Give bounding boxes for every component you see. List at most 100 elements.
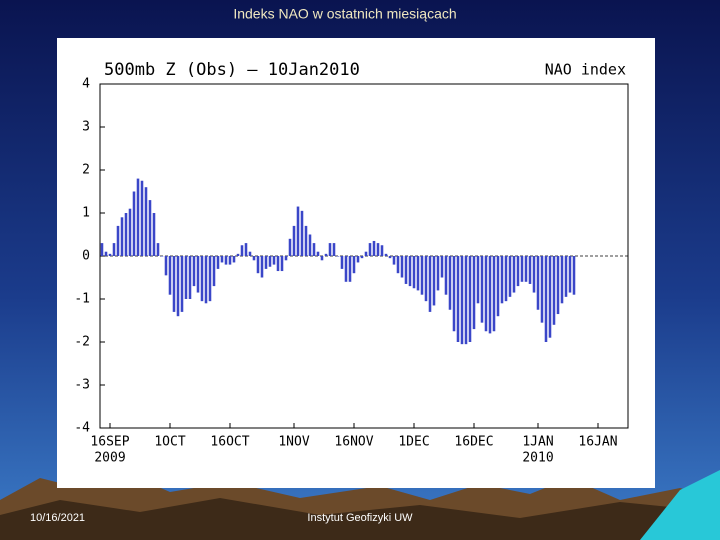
y-tick-label: 2 [82,163,90,178]
chart-title: 500mb Z (Obs) — 10Jan2010 [104,60,360,80]
bar [384,253,388,256]
bar [320,256,324,261]
bar [236,253,240,256]
bar [400,256,404,278]
bar [272,256,276,265]
bar [324,253,328,256]
bar [512,256,516,293]
bar [408,256,412,287]
bar [300,210,304,256]
bar [380,245,384,256]
mountains-front [0,498,720,540]
bar [116,225,120,256]
bar [540,256,544,323]
bar [524,256,528,282]
bar [168,256,172,295]
bar [312,243,316,256]
slide-footer: Instytut Geofizyki UW [307,512,413,524]
bar [176,256,180,317]
bar [192,256,196,287]
bar [424,256,428,302]
bar [264,256,268,269]
bar [552,256,556,325]
bar [332,243,336,256]
bar [108,253,112,256]
bar [144,187,148,256]
bar [572,256,576,295]
bar [548,256,552,338]
bar [388,256,392,259]
bar [104,251,108,256]
bar [220,256,224,263]
bar [256,256,260,274]
x-tick-label: 16SEP [90,435,129,450]
bar [304,225,308,256]
bar [128,208,132,256]
bar [356,256,360,263]
bar [536,256,540,310]
sea [640,470,720,540]
bar [248,251,252,256]
y-tick-label: -2 [74,335,90,350]
chart-subtitle: NAO index [545,61,626,79]
y-tick-label: 4 [82,77,90,92]
bar [452,256,456,332]
bar [420,256,424,295]
bar [188,256,192,299]
bar [456,256,460,342]
bar [564,256,568,297]
bar [276,256,280,272]
x-tick-label: 16OCT [210,435,249,450]
bar [468,256,472,342]
bar [100,243,104,256]
bar [296,206,300,256]
y-tick-label: 3 [82,120,90,135]
slide-date: 10/16/2021 [30,512,85,524]
bar [360,256,364,259]
bar [216,256,220,269]
bar [172,256,176,312]
x-tick-label: 16NOV [334,435,373,450]
bar [504,256,508,302]
y-tick-label: -1 [74,292,90,307]
bar [480,256,484,323]
bar [508,256,512,297]
bar [200,256,204,302]
bar [228,256,232,265]
bar [120,217,124,256]
bar [224,256,228,265]
bar [528,256,532,284]
bar [440,256,444,278]
bar [292,225,296,256]
bar [140,180,144,256]
bar [260,256,264,278]
bar [516,256,520,287]
bar [280,256,284,272]
bar [352,256,356,274]
bar [412,256,416,289]
bar [460,256,464,345]
bar [500,256,504,304]
bar [156,243,160,256]
bar [472,256,476,330]
bar [364,251,368,256]
bar [544,256,548,342]
bar [444,256,448,295]
y-tick-label: -3 [74,378,90,393]
bar [344,256,348,282]
bar [268,256,272,267]
bar [212,256,216,287]
bar [476,256,480,304]
bar [196,256,200,293]
bar [372,240,376,256]
bar [136,178,140,256]
bar [496,256,500,317]
bar [160,256,164,257]
bar [244,243,248,256]
y-tick-label: -4 [74,421,90,436]
slide-title: Indeks NAO w ostatnich miesiącach [233,6,456,22]
bar [436,256,440,291]
bar [556,256,560,315]
bar [164,256,168,276]
